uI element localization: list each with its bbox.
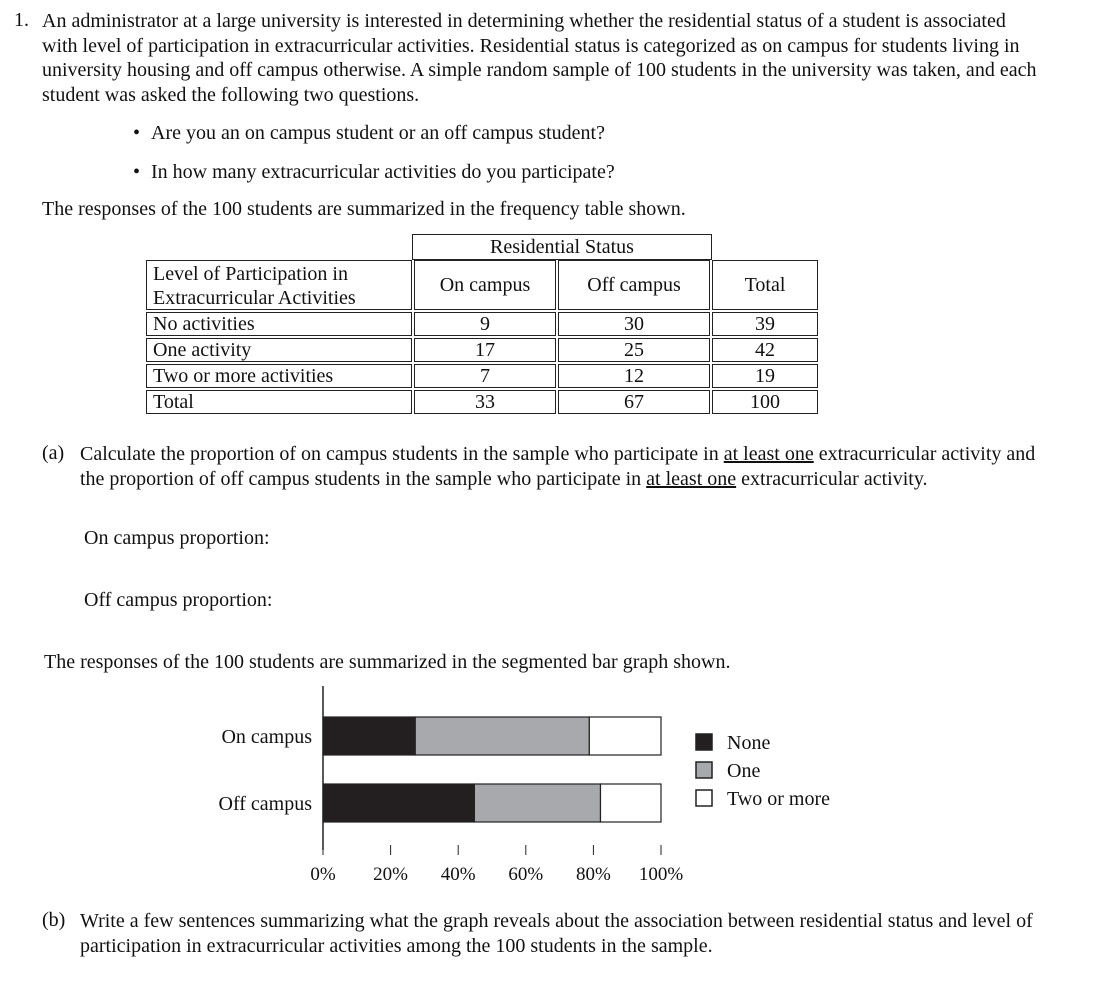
part-a-text: Calculate the proportion of on campus st… xyxy=(80,442,1040,491)
x-tick-label: 20% xyxy=(373,864,408,885)
part-b-text: Write a few sentences summarizing what t… xyxy=(80,910,1033,957)
cell-on-campus: 9 xyxy=(414,312,556,336)
cell-off-campus: 67 xyxy=(558,390,710,414)
off-campus-proportion-prompt: Off campus proportion: xyxy=(84,589,273,611)
bullet-item-1: • Are you an on campus student or an off … xyxy=(133,122,605,145)
bullet-icon: • xyxy=(133,122,141,144)
part-a-label: (a) xyxy=(42,442,65,464)
bar-segment-none xyxy=(322,716,416,756)
graph-intro: The responses of the 100 students are su… xyxy=(44,651,731,673)
cell-total: 19 xyxy=(712,364,818,388)
category-label: On campus xyxy=(221,726,312,748)
underline-at-least-one-1: at least one xyxy=(723,443,814,465)
on-campus-proportion-prompt: On campus proportion: xyxy=(84,527,270,549)
bar-segment-none xyxy=(322,783,476,823)
x-tick-label: 40% xyxy=(441,864,476,885)
cell-off-campus: 12 xyxy=(558,364,710,388)
cell-off-campus: 30 xyxy=(558,312,710,336)
table-intro: The responses of the 100 students are su… xyxy=(42,198,686,220)
bullet-item-2: • In how many extracurricular activities … xyxy=(133,161,615,184)
legend-label: One xyxy=(727,760,760,782)
legend-swatch-none xyxy=(695,733,713,751)
x-tick-label: 60% xyxy=(508,864,543,885)
row-header-line2: Extracurricular Activities xyxy=(153,287,356,309)
cell-total: 39 xyxy=(712,312,818,336)
legend-swatch-one xyxy=(695,761,713,779)
cell-total: 100 xyxy=(712,390,818,414)
col-header-off-campus: Off campus xyxy=(558,260,710,310)
question-intro: An administrator at a large university i… xyxy=(42,10,1037,106)
part-b-label: (b) xyxy=(42,909,66,931)
row-header-line1: Level of Participation in xyxy=(153,263,348,285)
bullet-icon: • xyxy=(133,161,141,183)
cell-label: Two or more activities xyxy=(146,364,412,388)
part-a-text-3: extracurricular activity. xyxy=(736,467,928,490)
x-tick-label: 80% xyxy=(576,864,611,885)
cell-label: No activities xyxy=(146,312,412,336)
x-tick-label: 0% xyxy=(310,864,336,885)
part-a-text-1: Calculate the proportion of on campus st… xyxy=(80,443,724,465)
table-group-header: Residential Status xyxy=(412,234,712,260)
bullet-text: Are you an on campus student or an off c… xyxy=(151,122,605,144)
bullet-text: In how many extracurricular activities d… xyxy=(151,161,615,183)
bar-segment-two-or-more xyxy=(599,783,662,823)
bar-segment-two-or-more xyxy=(588,716,662,756)
category-label: Off campus xyxy=(219,793,313,815)
legend-label: Two or more xyxy=(727,788,830,810)
bar-segment-one xyxy=(473,783,602,823)
col-header-on-campus: On campus xyxy=(414,260,556,310)
table-row-header-cell: Level of Participation in Extracurricula… xyxy=(146,260,412,310)
legend-label: None xyxy=(727,732,770,754)
question-number: 1. xyxy=(14,9,29,31)
cell-off-campus: 25 xyxy=(558,338,710,362)
underline-at-least-one-2: at least one xyxy=(646,467,737,490)
legend-swatch-two-or-more xyxy=(695,789,713,807)
cell-label: One activity xyxy=(146,338,412,362)
bar-segment-one xyxy=(414,716,590,756)
cell-on-campus: 7 xyxy=(414,364,556,388)
part-a-text-2: extracurricular activity and the proport… xyxy=(80,443,1036,490)
x-tick-label: 100% xyxy=(639,864,684,885)
cell-on-campus: 33 xyxy=(414,390,556,414)
cell-label: Total xyxy=(146,390,412,414)
col-header-total: Total xyxy=(712,260,818,310)
cell-on-campus: 17 xyxy=(414,338,556,362)
cell-total: 42 xyxy=(712,338,818,362)
